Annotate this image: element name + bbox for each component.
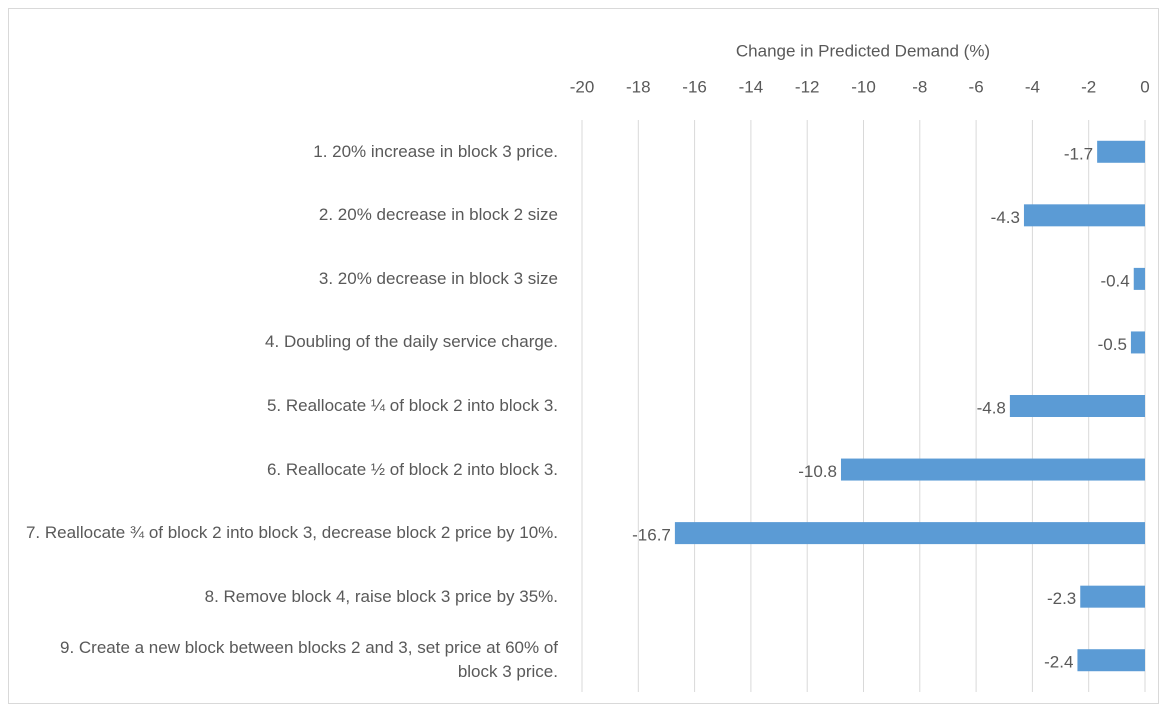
data-label: -4.8: [977, 398, 1006, 417]
data-label: -1.7: [1064, 144, 1093, 163]
bar: [1130, 331, 1145, 354]
data-label: -2.3: [1047, 589, 1076, 608]
category-label: 5. Reallocate ¼ of block 2 into block 3.: [266, 396, 558, 415]
category-label: 3. 20% decrease in block 3 size: [318, 268, 558, 288]
category-label: 7. Reallocate ¾ of block 2 into block 3,…: [25, 523, 558, 543]
data-label: -4.3: [991, 208, 1020, 227]
data-label: -16.7: [632, 526, 671, 545]
x-tick-label: -10: [851, 77, 876, 96]
category-label: 9. Create a new block between blocks 2 a…: [59, 638, 558, 682]
x-tick-label: -2: [1081, 77, 1096, 96]
category-label: 2. 20% decrease in block 2 size: [318, 205, 558, 225]
x-tick-label: -20: [570, 77, 595, 96]
chart-border: [8, 8, 1159, 704]
x-tick-label: -8: [912, 77, 927, 96]
bar: [1009, 395, 1145, 417]
x-tick-label: -6: [969, 77, 984, 96]
bar: [840, 458, 1145, 481]
data-label: -10.8: [798, 462, 837, 481]
x-tick-label: -16: [682, 77, 707, 96]
x-tick-label: -14: [739, 77, 764, 96]
data-label: -0.5: [1098, 335, 1127, 354]
bar: [1023, 204, 1145, 227]
category-label: 6. Reallocate ½ of block 2 into block 3.: [266, 459, 558, 479]
category-label: 1. 20% increase in block 3 price.: [313, 141, 558, 161]
bar: [1097, 140, 1145, 163]
x-tick-label: 0: [1140, 77, 1149, 96]
x-tick-label: -4: [1025, 77, 1040, 96]
x-axis-title: Change in Predicted Demand (%): [736, 41, 990, 60]
bar: [1077, 649, 1145, 672]
bar: [1133, 267, 1145, 290]
x-tick-label: -12: [795, 77, 820, 96]
bar: [674, 522, 1145, 545]
data-label: -2.4: [1044, 653, 1073, 672]
bar: [1080, 585, 1145, 608]
category-label: 4. Doubling of the daily service charge.: [265, 332, 558, 352]
category-label: 8. Remove block 4, raise block 3 price b…: [204, 586, 558, 606]
data-label: -0.4: [1100, 271, 1129, 290]
x-tick-label: -18: [626, 77, 651, 96]
